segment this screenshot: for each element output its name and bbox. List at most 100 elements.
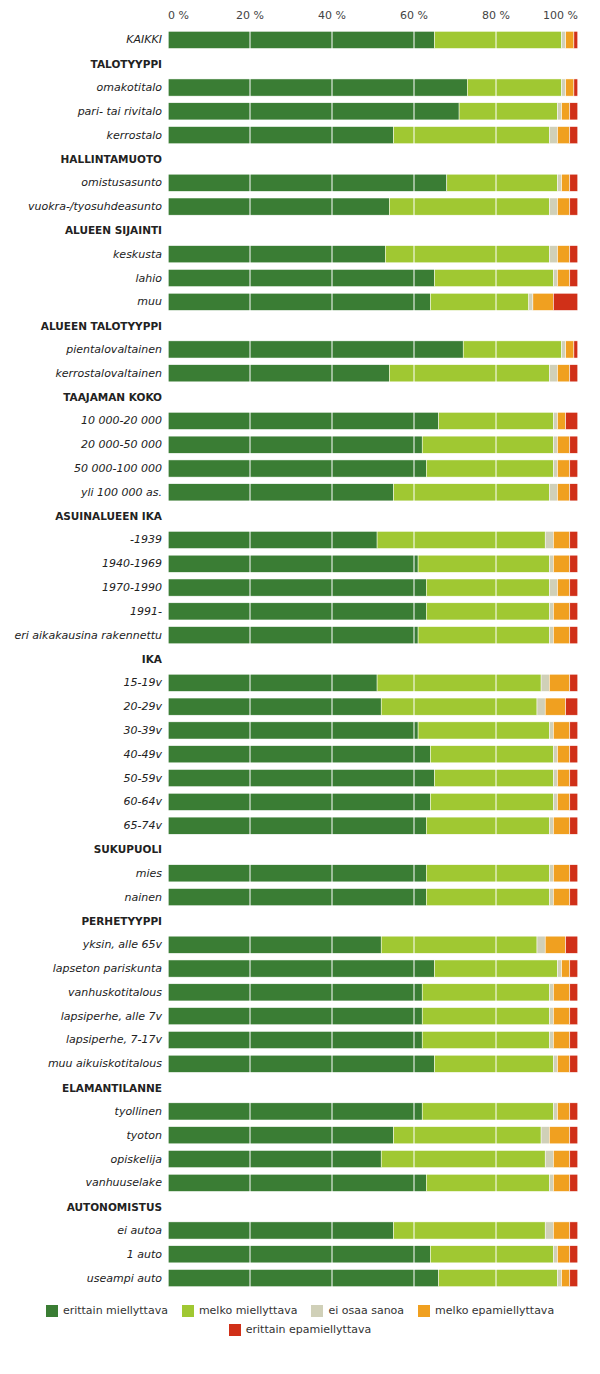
bar-segment: [553, 1103, 557, 1120]
bar-segment: [435, 269, 554, 286]
bar-segment: [549, 603, 553, 620]
grid: [168, 28, 578, 1290]
y-tick-label: yksin, alle 65v: [82, 938, 163, 951]
row-separator: [168, 361, 578, 362]
bar-segment: [168, 1055, 435, 1072]
bar-segment: [553, 984, 569, 1001]
y-tick-label: 20-29v: [124, 700, 163, 713]
bar-segment: [562, 960, 570, 977]
bar-segment: [558, 1246, 570, 1263]
bar-segment: [377, 531, 545, 548]
legend-swatch: [46, 1305, 58, 1317]
bar-segment: [553, 555, 569, 572]
x-tick-label: 0 %: [168, 9, 189, 22]
y-tick-label: -1939: [130, 533, 162, 546]
row-separator: [168, 28, 578, 29]
y-tick-label: ALUEEN TALOTYYPPI: [41, 320, 162, 332]
y-tick-label: 1 auto: [127, 1248, 163, 1261]
bar-segment: [168, 127, 394, 144]
y-axis: KAIKKITALOTYYPPIomakotitalopari- tai riv…: [14, 33, 162, 1284]
bar-segment: [558, 269, 570, 286]
row-separator: [168, 1218, 578, 1219]
bar-segment: [549, 627, 553, 644]
y-tick-label: 15-19v: [124, 676, 163, 689]
bar-segment: [545, 531, 553, 548]
bar-segment: [168, 1150, 381, 1167]
bar-segment: [168, 174, 447, 191]
y-tick-label: 1940-1969: [102, 557, 162, 570]
bar-segment: [430, 1246, 553, 1263]
bar-segment: [553, 889, 569, 906]
bar-segment: [562, 341, 566, 358]
bar-segment: [430, 746, 553, 763]
bar-segment: [168, 698, 381, 715]
bar-segment: [418, 627, 549, 644]
bar-segment: [168, 865, 426, 882]
bar-segment: [394, 484, 550, 501]
bar-segment: [463, 341, 561, 358]
row-separator: [168, 932, 578, 933]
bar-segment: [168, 603, 426, 620]
y-tick-label: omistusasunto: [81, 176, 162, 189]
bar-segment: [553, 1031, 569, 1048]
bar-segment: [541, 1127, 549, 1144]
row-separator: [168, 575, 578, 576]
y-tick-label: kerrostalovaltainen: [55, 367, 162, 380]
row-separator: [168, 694, 578, 695]
bar-segment: [168, 984, 422, 1001]
bar-segment: [537, 698, 545, 715]
bar-segment: [558, 1103, 570, 1120]
y-tick-label: 20 000-50 000: [81, 438, 162, 451]
bar-segment: [562, 79, 566, 96]
y-tick-label: ELAMANTILANNE: [62, 1082, 162, 1094]
y-tick-label: kerrostalo: [107, 129, 163, 142]
bar-segment: [570, 269, 578, 286]
row-separator: [168, 337, 578, 338]
row-separator: [168, 432, 578, 433]
bar-segment: [574, 31, 578, 48]
grid-line: [168, 28, 169, 1290]
bar-segment: [168, 817, 426, 834]
bar-segment: [529, 293, 533, 310]
bar-segment: [533, 293, 554, 310]
bar-segment: [558, 412, 566, 429]
row-separator: [168, 647, 578, 648]
bar-segment: [553, 1055, 557, 1072]
y-tick-label: omakotitalo: [97, 81, 163, 94]
bar-segment: [570, 722, 578, 739]
bar-segment: [558, 127, 570, 144]
row-separator: [168, 504, 578, 505]
bar-segment: [570, 579, 578, 596]
y-tick-label: 1991-: [130, 605, 162, 618]
bar-segment: [168, 103, 459, 120]
y-tick-label: ALUEEN SIJAINTI: [65, 224, 162, 236]
x-axis: 0 %20 %40 %60 %80 %100 %: [168, 9, 578, 22]
bar-segment: [570, 1103, 578, 1120]
bar-segment: [168, 722, 418, 739]
x-tick-label: 20 %: [236, 9, 264, 22]
y-tick-label: eri aikakausina rakennettu: [14, 629, 162, 642]
bar-segment: [558, 746, 570, 763]
legend-swatch: [182, 1305, 194, 1317]
bar-segment: [558, 1270, 562, 1287]
bar-segment: [570, 174, 578, 191]
bar-segment: [418, 722, 549, 739]
bar-segment: [545, 1150, 553, 1167]
bar-segment: [570, 1055, 578, 1072]
row-separator: [168, 1004, 578, 1005]
legend-swatch: [229, 1324, 241, 1336]
bar-segment: [553, 746, 557, 763]
row-separator: [168, 51, 578, 52]
bar-segment: [168, 769, 435, 786]
bar-segment: [570, 769, 578, 786]
legend-item: erittain miellyttava: [46, 1304, 168, 1317]
bar-segment: [558, 198, 570, 215]
row-separator: [168, 670, 578, 671]
bar-segment: [168, 1127, 394, 1144]
bar-segment: [435, 1055, 554, 1072]
bar-segment: [566, 698, 578, 715]
bar-segment: [381, 936, 537, 953]
y-tick-label: 30-39v: [124, 724, 163, 737]
legend-label: melko miellyttava: [199, 1304, 298, 1317]
bar-segment: [168, 269, 435, 286]
